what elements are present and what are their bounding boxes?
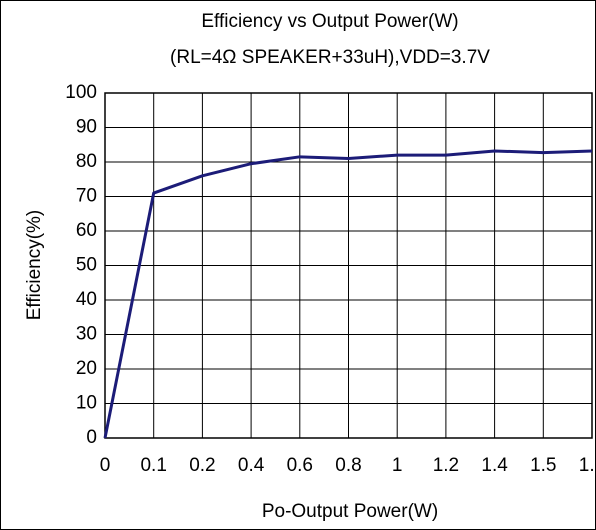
plot-border [104,92,593,439]
x-tick-label: 1.2 [433,455,459,476]
y-tick-label: 20 [76,358,97,379]
y-tick-label: 50 [76,255,97,276]
y-tick-label: 40 [76,289,97,310]
x-tick-label: 1 [392,455,403,476]
y-tick-label: 80 [76,151,97,172]
chart-subtitle: (RL=4Ω SPEAKER+33uH),VDD=3.7V [170,47,490,68]
x-tick-label: 0.2 [189,455,215,476]
y-tick-label: 70 [76,186,97,207]
x-tick-label: 0.4 [238,455,265,476]
y-tick-label: 100 [65,82,97,103]
x-tick-label: 0.1 [140,455,166,476]
x-tick-label: 0.8 [335,455,361,476]
y-tick-label: 30 [76,324,97,345]
y-axis-title: Efficiency(%) [24,210,45,321]
data-line [103,149,593,439]
chart-title: Efficiency vs Output Power(W) [201,11,458,32]
y-tick-label: 60 [76,220,97,241]
x-axis-title: Po-Output Power(W) [262,501,438,522]
x-tick-label: 0 [100,455,111,476]
x-tick-label: 0.6 [287,455,313,476]
y-tick-label: 0 [86,427,97,448]
y-tick-label: 10 [76,393,97,414]
x-tick-label: 1.5 [530,455,556,476]
y-tick-label: 90 [76,117,97,138]
x-tick-label: 1.6 [579,455,596,476]
x-tick-label: 1.4 [481,455,508,476]
